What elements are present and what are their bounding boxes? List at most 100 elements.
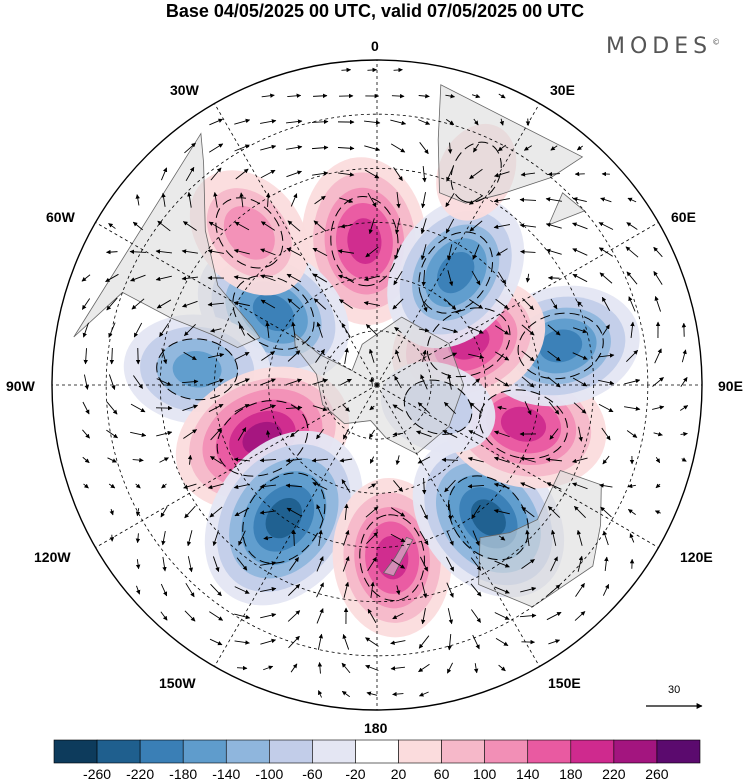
colorbar-swatch xyxy=(613,739,658,764)
streamline-amundsen-high xyxy=(216,400,309,477)
wind-vector xyxy=(135,533,141,544)
wind-vector xyxy=(391,559,406,569)
wind-vector xyxy=(498,93,506,99)
wind-vector xyxy=(82,322,89,338)
wind-vector xyxy=(396,585,401,596)
wind-vector xyxy=(497,405,507,411)
anomaly-south-africa-low-level-4 xyxy=(437,251,475,294)
colorbar-swatch xyxy=(398,739,442,764)
colorbar-swatch xyxy=(53,739,98,764)
wind-vector xyxy=(341,67,352,73)
wind-vector xyxy=(286,507,302,517)
wind-vector xyxy=(367,556,377,571)
wind-vector xyxy=(83,374,89,390)
wind-vector xyxy=(602,455,610,465)
wind-vector xyxy=(265,321,270,338)
wind-vector xyxy=(422,165,427,183)
wind-vector xyxy=(367,67,377,73)
wind-vector xyxy=(498,664,506,672)
wind-vector xyxy=(208,378,224,386)
wind-vector xyxy=(447,608,454,625)
wind-vector xyxy=(341,479,351,493)
colorbar-tick-label: -20 xyxy=(345,766,366,782)
wind-vector xyxy=(181,249,198,254)
lon-label-0: 0 xyxy=(371,38,379,54)
wind-vector xyxy=(654,295,661,312)
streamline-drake-low xyxy=(232,275,315,350)
wind-vector xyxy=(467,456,484,463)
wind-vector xyxy=(418,327,430,333)
wind-vector xyxy=(395,455,401,466)
streamline-tasman-low xyxy=(447,475,529,561)
wind-vector xyxy=(290,193,298,207)
wind-vector xyxy=(627,508,636,516)
wind-vector xyxy=(572,222,588,230)
wind-vector xyxy=(573,402,587,414)
wind-vector xyxy=(291,529,297,547)
wind-vector xyxy=(443,298,457,310)
wind-vector xyxy=(342,404,350,412)
wind-vector xyxy=(368,218,375,235)
wind-vector xyxy=(469,402,483,414)
anomaly-indian-high-level-4 xyxy=(500,406,547,442)
wind-vector xyxy=(290,663,298,673)
wind-vector xyxy=(316,428,324,440)
wind-vector xyxy=(520,586,537,593)
wind-vector xyxy=(233,483,250,490)
wind-vector xyxy=(652,405,665,410)
wind-vector xyxy=(108,483,116,489)
wind-vector xyxy=(317,633,323,650)
wind-vector xyxy=(159,457,169,463)
wind-vector xyxy=(239,192,244,208)
wind-vector xyxy=(418,691,429,697)
wind-vector xyxy=(495,325,510,335)
wind-vector xyxy=(681,457,687,462)
wind-vector xyxy=(238,324,246,336)
wind-vector xyxy=(365,637,379,647)
wind-vector xyxy=(549,428,559,440)
wind-vector xyxy=(624,378,641,385)
meridian-line xyxy=(214,384,378,667)
wind-vector xyxy=(652,377,664,387)
wind-vector xyxy=(519,197,537,203)
wind-vector xyxy=(82,456,90,464)
wind-vector xyxy=(162,556,167,572)
wind-vector xyxy=(468,353,485,360)
wind-vector xyxy=(156,299,172,309)
wind-vector xyxy=(494,377,510,387)
wind-vector xyxy=(576,529,583,546)
wind-vector xyxy=(390,533,406,543)
wind-vector xyxy=(82,401,90,415)
wind-vector xyxy=(572,457,588,464)
wind-vector xyxy=(546,482,562,490)
wind-vector xyxy=(260,248,276,256)
wind-vector xyxy=(604,556,609,572)
wind-vector xyxy=(312,378,329,385)
wind-vector xyxy=(209,506,223,518)
wind-vector xyxy=(545,197,562,202)
wind-vector xyxy=(131,298,145,310)
wind-vector xyxy=(365,324,379,336)
colorbar-tick-label: 180 xyxy=(559,766,583,782)
wind-vector xyxy=(469,168,483,180)
wind-vector xyxy=(265,430,271,438)
wind-vector xyxy=(182,404,199,411)
wind-vector xyxy=(234,378,250,386)
wind-vector xyxy=(598,403,614,413)
wind-vector xyxy=(183,429,198,439)
wind-vector xyxy=(311,458,329,463)
wind-vector xyxy=(182,300,198,308)
wind-vector xyxy=(234,351,250,361)
wind-vector xyxy=(234,144,250,152)
wind-vector xyxy=(393,167,403,182)
wind-vector xyxy=(132,221,144,231)
wind-vector xyxy=(210,167,222,181)
wind-vector xyxy=(186,530,193,547)
continents-layer xyxy=(73,84,602,608)
wind-vector xyxy=(390,640,406,645)
wind-vector xyxy=(161,192,166,207)
streamline-ross-low xyxy=(242,472,326,564)
wind-vector xyxy=(493,224,510,229)
wind-vector xyxy=(155,249,172,254)
streamline-indian-west-high xyxy=(450,141,502,203)
